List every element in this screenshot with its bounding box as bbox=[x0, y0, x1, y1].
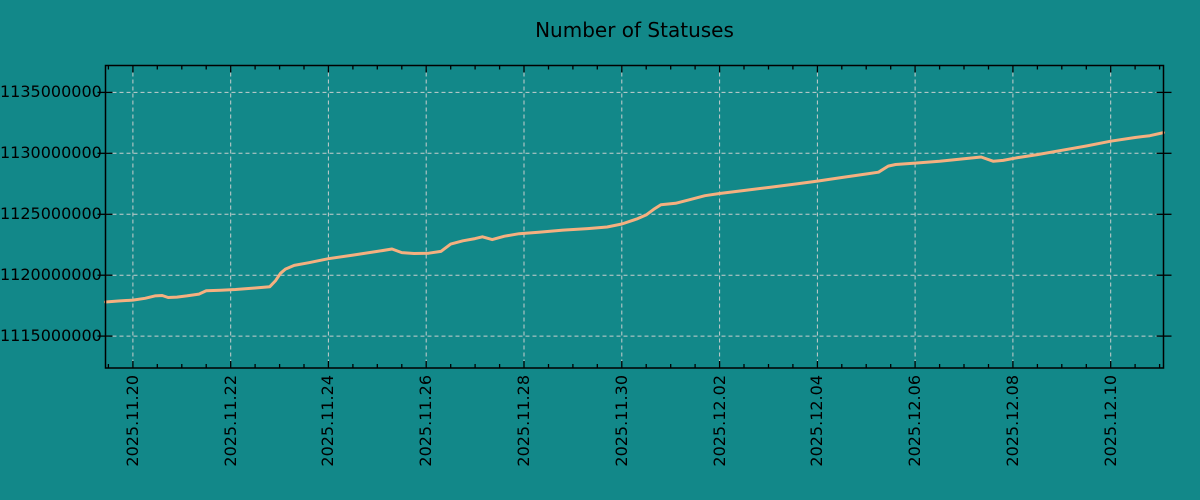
chart-title: Number of Statuses bbox=[535, 18, 734, 42]
y-tick-label: 1120000000 bbox=[0, 265, 102, 284]
y-tick-label: 1135000000 bbox=[0, 82, 102, 101]
y-tick-label: 1130000000 bbox=[0, 143, 102, 162]
y-tick-label: 1115000000 bbox=[0, 326, 102, 345]
y-tick-label: 1125000000 bbox=[0, 204, 102, 223]
